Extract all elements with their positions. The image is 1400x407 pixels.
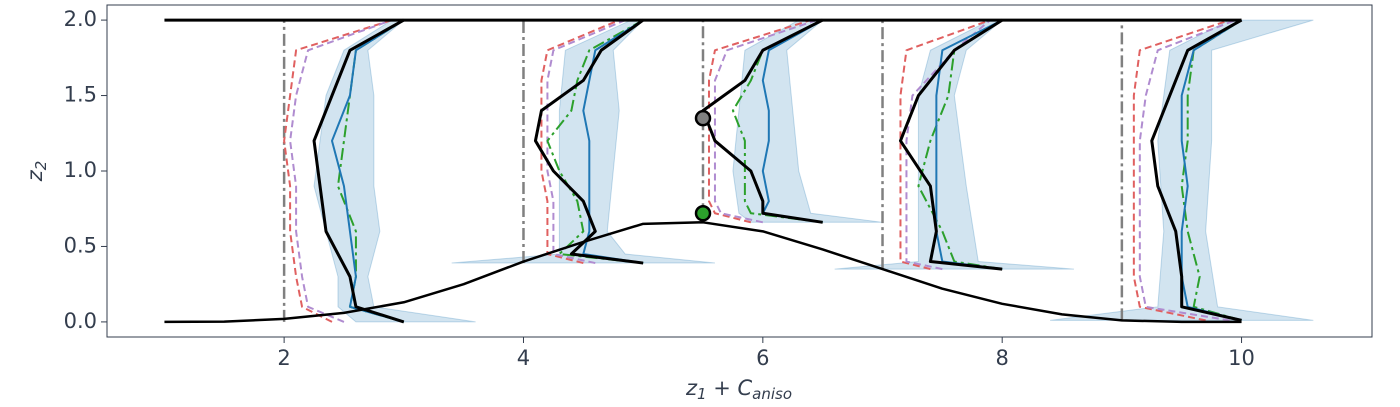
line [1180,19,1243,322]
label-part: aniso [752,385,792,403]
y-tick-label: 2.0 [64,7,97,31]
x-tick-label: 8 [996,346,1009,370]
band [834,19,1075,270]
line [546,19,644,265]
line [330,19,405,323]
line [164,221,1242,324]
line [289,19,393,323]
band [313,19,476,323]
line [761,19,824,224]
x-axis-label: z1 + Caniso [685,376,792,403]
line [701,18,824,224]
line [312,18,405,324]
y-tick-label: 0.0 [64,309,97,333]
line [898,18,1003,271]
x-tick-label: 10 [1228,346,1255,370]
line [935,19,1003,271]
y-tick-label: 1.0 [64,158,97,182]
label-part: C [738,376,753,400]
label-part: 1 [697,385,707,403]
plot-area [164,18,1314,324]
line [283,19,393,323]
line [731,19,824,224]
line [917,19,1003,271]
point [694,109,712,127]
label-part: z [23,169,47,182]
x-tick-label: 6 [756,346,769,370]
label-part: + [707,376,738,400]
x-tick-label: 2 [277,346,290,370]
line [1180,19,1243,322]
line [546,19,626,265]
y-axis-label: z2 [23,161,50,183]
label-part: z [685,376,698,400]
band [1050,19,1314,321]
y-tick-label: 0.5 [64,233,97,257]
y-tick-label: 1.5 [64,83,97,107]
line [1150,18,1243,322]
line [1132,19,1230,322]
line [540,19,620,265]
label-part: 2 [32,161,50,171]
x-tick-label: 4 [517,346,530,370]
band [732,19,883,223]
point [694,205,712,222]
line [899,19,991,271]
line [707,19,812,224]
